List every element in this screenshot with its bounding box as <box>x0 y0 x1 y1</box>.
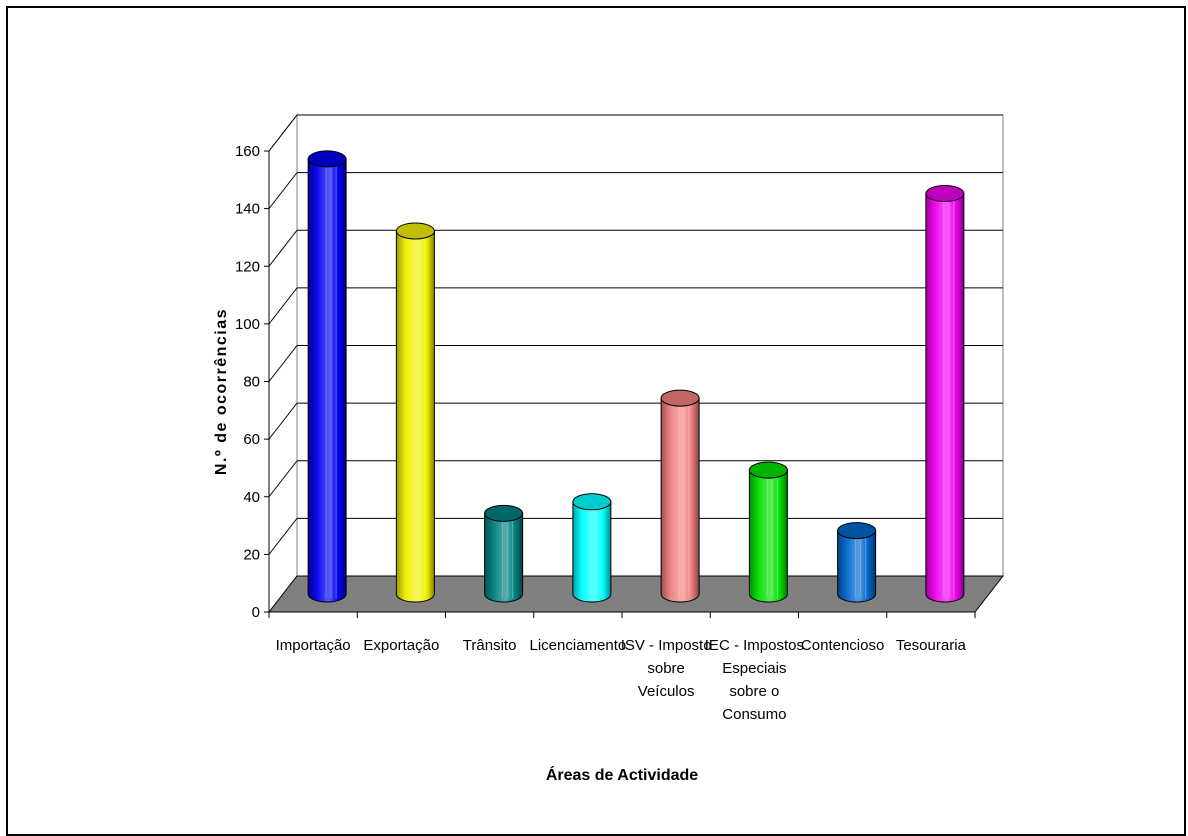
x-tick-label: Exportação <box>363 637 439 654</box>
bar <box>748 461 788 603</box>
bar <box>925 185 965 603</box>
gridline-side <box>268 172 298 209</box>
x-axis-title: Áreas de Actividade <box>546 765 698 784</box>
x-tick-label: Licenciamento <box>530 637 627 654</box>
x-tick-label: Tesouraria <box>896 637 967 654</box>
y-tick-label: 80 <box>243 374 260 391</box>
x-axis: Importação Exportação Trânsito Licenciament… <box>268 611 976 723</box>
y-axis: 0 20 40 60 80 100 120 140 160 <box>235 143 270 621</box>
y-tick-label: 60 <box>243 431 260 448</box>
chart-floor <box>267 575 1005 613</box>
x-tick-label: ISV - Imposto sobre Veículos <box>621 637 712 700</box>
y-tick-label: 140 <box>235 201 260 218</box>
gridline-side <box>268 460 298 498</box>
bar <box>395 222 435 603</box>
y-tick-label: 0 <box>252 604 260 621</box>
x-tick-label: Contencioso <box>801 637 884 654</box>
bar <box>484 504 524 603</box>
gridline-side <box>268 345 298 382</box>
bar <box>837 522 877 603</box>
gridline-side <box>268 402 298 440</box>
gridline-side <box>268 229 298 267</box>
y-tick-label: 160 <box>235 143 260 160</box>
gridline-side <box>268 114 298 152</box>
bars <box>307 150 965 603</box>
bar <box>572 493 612 603</box>
chart-walls <box>268 113 1004 614</box>
y-tick-label: 100 <box>235 316 260 333</box>
x-tick-label: Importação <box>276 637 351 654</box>
bar <box>307 150 347 603</box>
y-tick-label: 20 <box>243 546 260 563</box>
x-tick-label: IEC - Impostos Especiais sobre o Consumo <box>705 637 804 723</box>
gridline-side <box>268 287 298 325</box>
y-tick-label: 40 <box>243 489 260 506</box>
y-axis-title: N.º de ocorrências <box>213 308 230 475</box>
x-tick-label: Trânsito <box>463 637 517 654</box>
y-tick-label: 120 <box>235 258 260 275</box>
bar <box>660 389 700 603</box>
floor-plane <box>267 575 1005 613</box>
gridline-side <box>268 518 298 555</box>
